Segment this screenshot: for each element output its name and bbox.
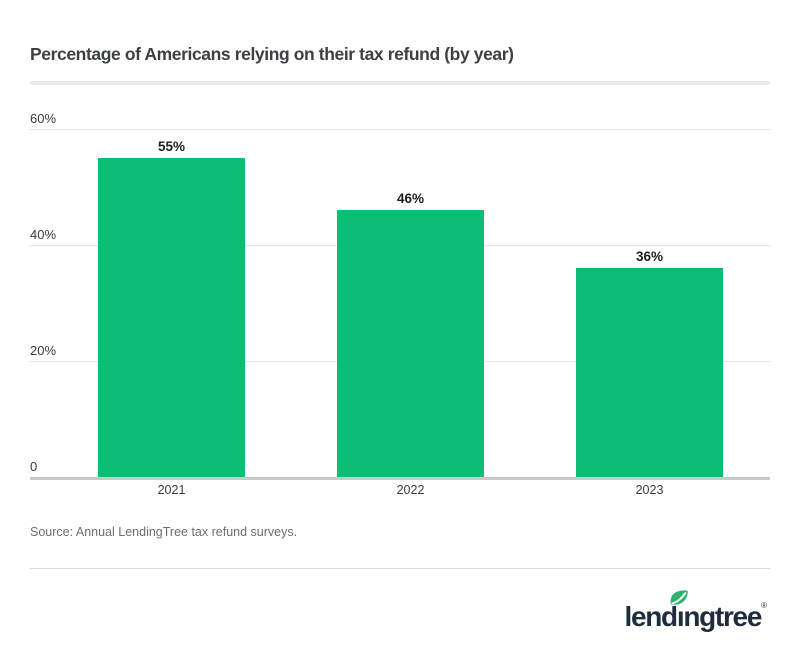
leaf-icon xyxy=(670,590,688,605)
bar-2021 xyxy=(98,158,245,477)
source-note: Source: Annual LendingTree tax refund su… xyxy=(30,525,298,539)
lendingtree-logo: lend ıngtree® xyxy=(624,590,767,632)
bar-2022 xyxy=(337,210,484,477)
title-divider xyxy=(30,81,770,85)
logo-text-right: ngtree xyxy=(683,601,762,632)
bar-value-label: 55% xyxy=(157,139,186,154)
registered-mark: ® xyxy=(761,601,767,610)
y-tick-label: 60% xyxy=(30,111,57,126)
grid-line xyxy=(30,129,770,130)
x-tick-label: 2023 xyxy=(635,483,664,497)
y-tick-label: 0 xyxy=(30,459,38,474)
logo-text-i: ı xyxy=(676,601,685,632)
y-tick-label: 40% xyxy=(30,227,57,242)
logo-text: lend ıngtree® xyxy=(624,590,767,632)
chart-title: Percentage of Americans relying on their… xyxy=(30,44,514,64)
logo-letter-i: ı xyxy=(670,590,688,632)
y-tick-label: 20% xyxy=(30,343,57,358)
bar-2023 xyxy=(576,268,723,477)
x-tick-label: 2021 xyxy=(157,483,186,497)
footer-divider xyxy=(30,568,770,569)
bar-chart: 60% 40% 20% 0 55% 2021 46% 2022 36% 2023 xyxy=(30,100,770,498)
logo-text-left: lend xyxy=(624,601,678,632)
bar-value-label: 46% xyxy=(396,191,425,207)
x-tick-label: 2022 xyxy=(396,483,425,497)
x-axis-line xyxy=(30,477,770,480)
bar-value-label: 36% xyxy=(635,249,664,265)
